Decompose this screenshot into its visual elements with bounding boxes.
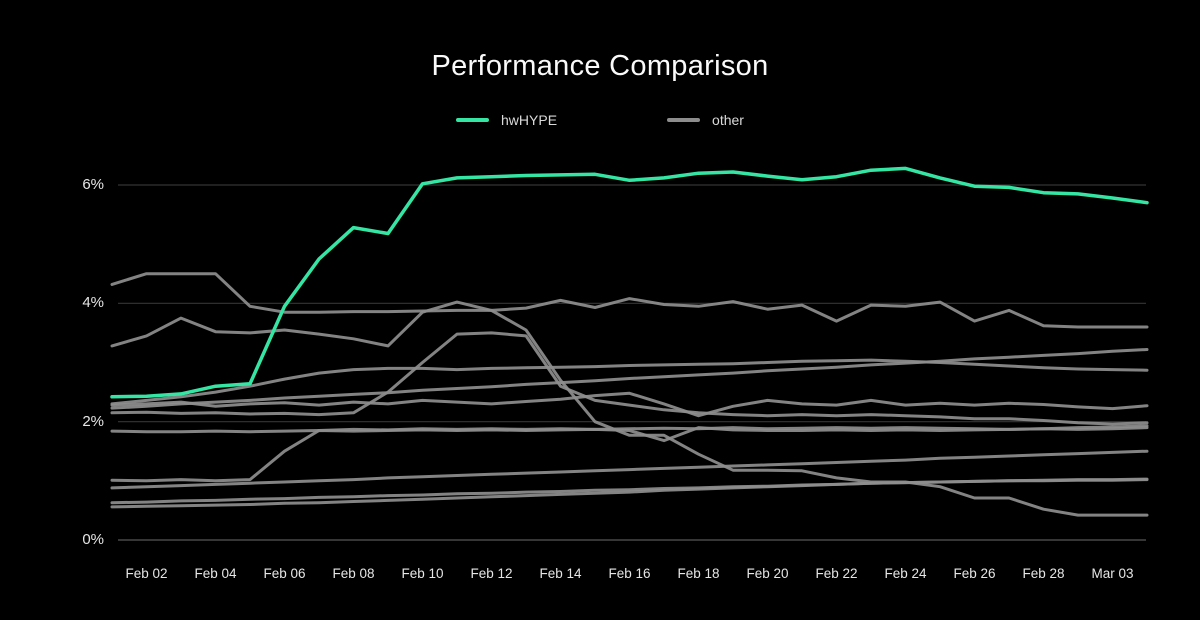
series-line-other-11[interactable]: [110, 478, 1149, 509]
x-tick-label-Feb-16: Feb 16: [608, 566, 651, 581]
x-tick-label-Feb-08: Feb 08: [332, 566, 375, 581]
x-tick-label-Feb-20: Feb 20: [746, 566, 789, 581]
series-line-other-3[interactable]: [110, 348, 1149, 410]
series-line-other-5[interactable]: [110, 391, 1149, 418]
x-tick-label-Feb-10: Feb 10: [401, 566, 444, 581]
x-tick-label-Feb-22: Feb 22: [815, 566, 858, 581]
y-tick-label-6%: 6%: [82, 175, 104, 193]
series-line-other-2[interactable]: [110, 297, 1149, 348]
legend-item-other[interactable]: other: [667, 112, 744, 128]
series-line-other-6[interactable]: [110, 331, 1149, 426]
chart-title: Performance Comparison: [431, 50, 769, 82]
y-tick-label-2%: 2%: [82, 412, 104, 430]
series-line-hwHYPE[interactable]: [110, 166, 1149, 399]
hwhype-line-swatch-icon: [456, 118, 490, 122]
legend-item-hwhype[interactable]: hwHYPE: [456, 112, 557, 128]
x-tick-label-Feb-02: Feb 02: [125, 566, 168, 581]
x-tick-label-Feb-06: Feb 06: [263, 566, 306, 581]
y-tick-label-4%: 4%: [82, 294, 104, 312]
other-line-swatch-icon: [667, 118, 701, 122]
legend-label-hwhype: hwHYPE: [501, 112, 558, 128]
series-line-other-1[interactable]: [110, 272, 1149, 517]
x-tick-label-Feb-12: Feb 12: [470, 566, 513, 581]
x-tick-label-Feb-18: Feb 18: [677, 566, 720, 581]
x-tick-label-Mar-03: Mar 03: [1091, 566, 1134, 581]
x-tick-label-Feb-28: Feb 28: [1022, 566, 1065, 581]
x-tick-label-Feb-14: Feb 14: [539, 566, 582, 581]
y-tick-label-0%: 0%: [82, 531, 104, 548]
legend-label-other: other: [712, 112, 744, 128]
chart-legend: hwHYPE other: [0, 112, 1200, 128]
x-tick-label-Feb-26: Feb 26: [953, 566, 996, 581]
series-line-other-9[interactable]: [110, 449, 1149, 490]
x-tick-label-Feb-04: Feb 04: [194, 566, 237, 581]
x-tick-label-Feb-24: Feb 24: [884, 566, 927, 581]
series-line-other-4[interactable]: [110, 358, 1149, 406]
series-line-other-8[interactable]: [110, 426, 1149, 483]
